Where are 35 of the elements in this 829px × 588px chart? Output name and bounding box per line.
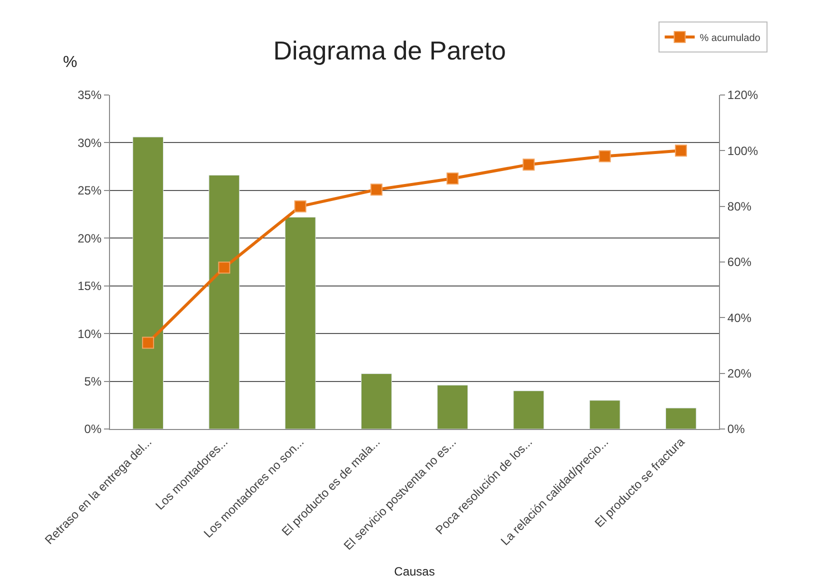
y2-tick-label: 40% <box>727 310 752 325</box>
y-tick-label: 30% <box>78 136 102 150</box>
y-tick-label: 5% <box>84 374 102 388</box>
point <box>446 172 459 184</box>
point <box>522 158 535 171</box>
y-tick-label: 35% <box>78 88 102 102</box>
y2-tick-label: 0% <box>727 422 746 436</box>
chart-title: Diagrama de Pareto <box>273 35 506 66</box>
legend-label: % acumulado <box>700 32 761 44</box>
point <box>370 184 382 196</box>
bar <box>437 384 468 429</box>
point <box>598 150 611 162</box>
y-tick-label: 10% <box>78 326 102 341</box>
bar <box>665 408 696 429</box>
bar <box>132 136 164 429</box>
x-axis-title: Causas <box>394 564 435 579</box>
bar <box>513 390 544 429</box>
y-tick-label: 20% <box>78 231 102 246</box>
y2-tick-label: 60% <box>727 255 752 270</box>
point <box>294 200 306 212</box>
y2-tick-label: 80% <box>727 200 752 214</box>
bar <box>589 400 620 429</box>
y-axis-title: % <box>63 54 78 71</box>
y-tick-label: 0% <box>84 422 102 436</box>
y-tick-label: 25% <box>78 184 102 198</box>
bar <box>360 373 392 429</box>
y2-tick-label: 120% <box>727 88 758 102</box>
point <box>218 262 230 274</box>
bar <box>284 216 316 429</box>
y2-tick-label: 100% <box>727 144 758 158</box>
point <box>674 144 687 157</box>
y2-tick-label: 20% <box>727 366 752 381</box>
point <box>142 336 154 349</box>
bar <box>208 174 240 429</box>
y-tick-label: 15% <box>78 279 102 294</box>
